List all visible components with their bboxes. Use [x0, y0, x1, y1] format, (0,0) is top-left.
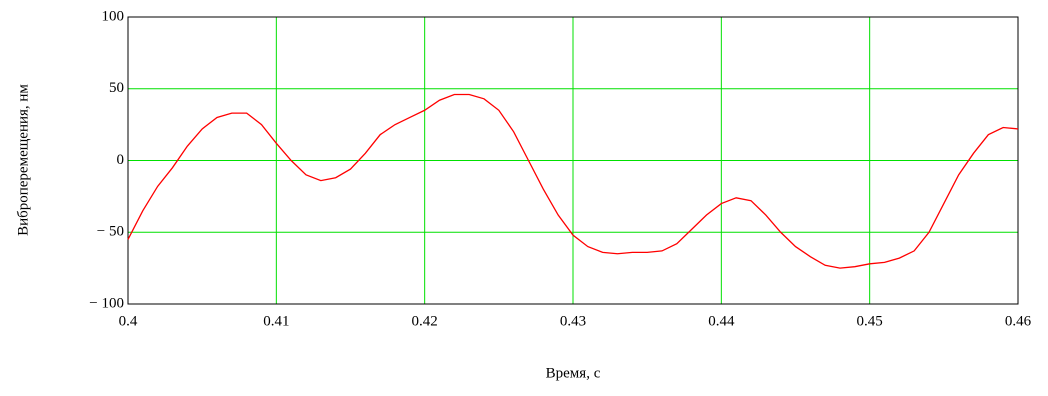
- plot-frame: [127, 16, 1019, 305]
- y-tick-label: − 100: [89, 295, 124, 311]
- y-tick-label: − 50: [97, 224, 124, 240]
- x-tick-label: 0.4: [119, 313, 138, 329]
- y-tick-label: 0: [117, 152, 125, 168]
- x-tick-label: 0.43: [560, 313, 586, 329]
- line-series: [127, 93, 1019, 269]
- y-tick-label: 100: [102, 8, 125, 24]
- y-axis-label: Виброперемещения, нм: [15, 84, 31, 236]
- x-tick-label: 0.45: [857, 313, 883, 329]
- y-tick-label: 50: [109, 80, 124, 96]
- x-tick-label: 0.41: [263, 313, 289, 329]
- x-tick-label: 0.44: [708, 313, 735, 329]
- x-tick-label: 0.46: [1005, 313, 1032, 329]
- x-tick-label: 0.42: [412, 313, 438, 329]
- x-axis-label: Время, с: [546, 365, 601, 381]
